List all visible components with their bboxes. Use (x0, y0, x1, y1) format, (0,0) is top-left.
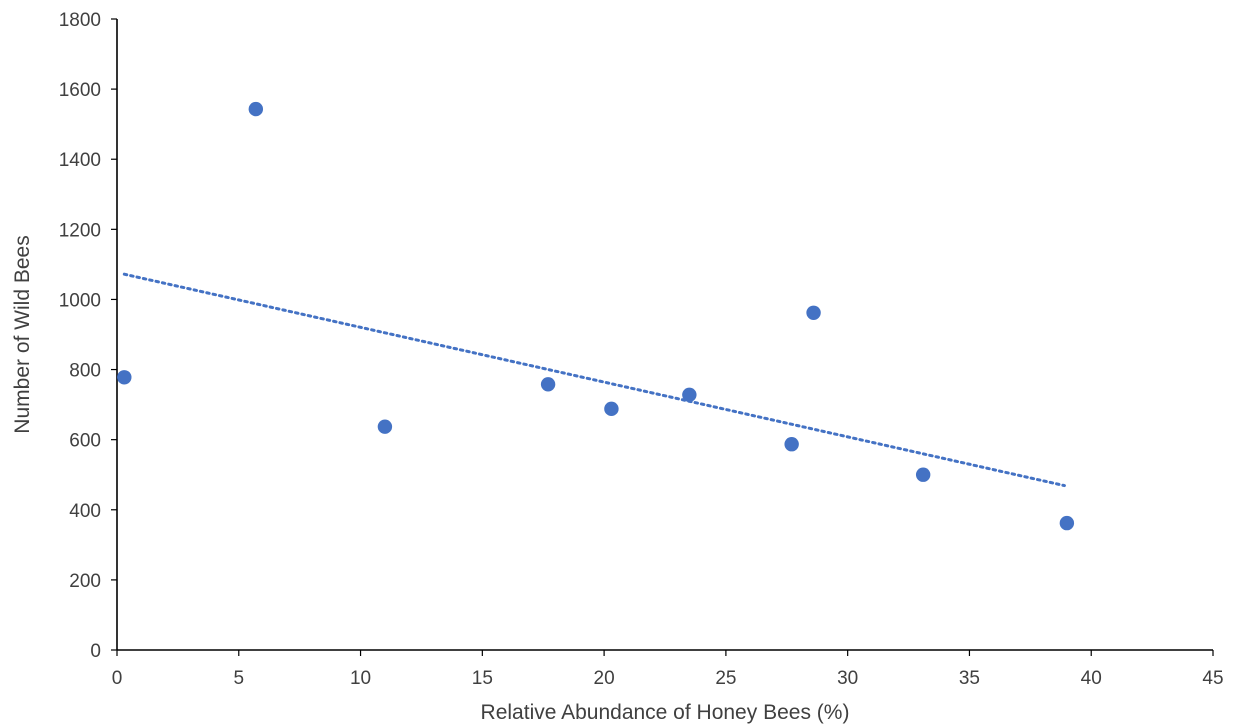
data-point (540, 377, 556, 392)
y-tick-label: 1600 (59, 80, 101, 101)
trendline (122, 272, 1066, 488)
x-tick-label: 10 (350, 668, 371, 689)
data-point (248, 101, 264, 117)
x-tick-label: 20 (594, 668, 615, 689)
y-tick-label: 1200 (59, 220, 101, 241)
data-point (1059, 515, 1075, 531)
data-points (117, 101, 1075, 531)
x-tick-label: 45 (1202, 668, 1223, 689)
x-tick-label: 15 (472, 668, 493, 689)
y-tick-label: 1800 (59, 10, 101, 31)
y-axis-ticks: 0 200 400 600 800 1000 1200 1400 1600 1800 (59, 10, 117, 662)
y-tick-label: 0 (90, 641, 101, 662)
y-tick-label: 1400 (59, 150, 101, 171)
data-point (682, 387, 697, 402)
x-tick-label: 40 (1081, 668, 1102, 689)
y-tick-label: 1000 (59, 290, 101, 311)
x-tick-label: 30 (837, 668, 858, 689)
y-tick-label: 400 (69, 501, 101, 522)
y-tick-label: 800 (69, 361, 101, 382)
x-tick-label: 35 (959, 668, 980, 689)
x-tick-label: 25 (715, 668, 736, 689)
data-point (117, 370, 132, 385)
data-point (784, 437, 799, 452)
y-tick-label: 200 (69, 571, 101, 592)
x-axis-title: Relative Abundance of Honey Bees (%) (481, 701, 850, 724)
y-axis-title: Number of Wild Bees (11, 235, 34, 433)
x-tick-label: 5 (233, 668, 244, 689)
x-axis-ticks: 0 5 10 15 20 25 30 35 40 45 (112, 650, 1224, 689)
data-point (604, 401, 619, 417)
data-point (915, 467, 931, 482)
data-point (806, 305, 821, 320)
data-point (377, 419, 393, 434)
y-tick-label: 600 (69, 431, 101, 452)
x-tick-label: 0 (112, 668, 123, 689)
